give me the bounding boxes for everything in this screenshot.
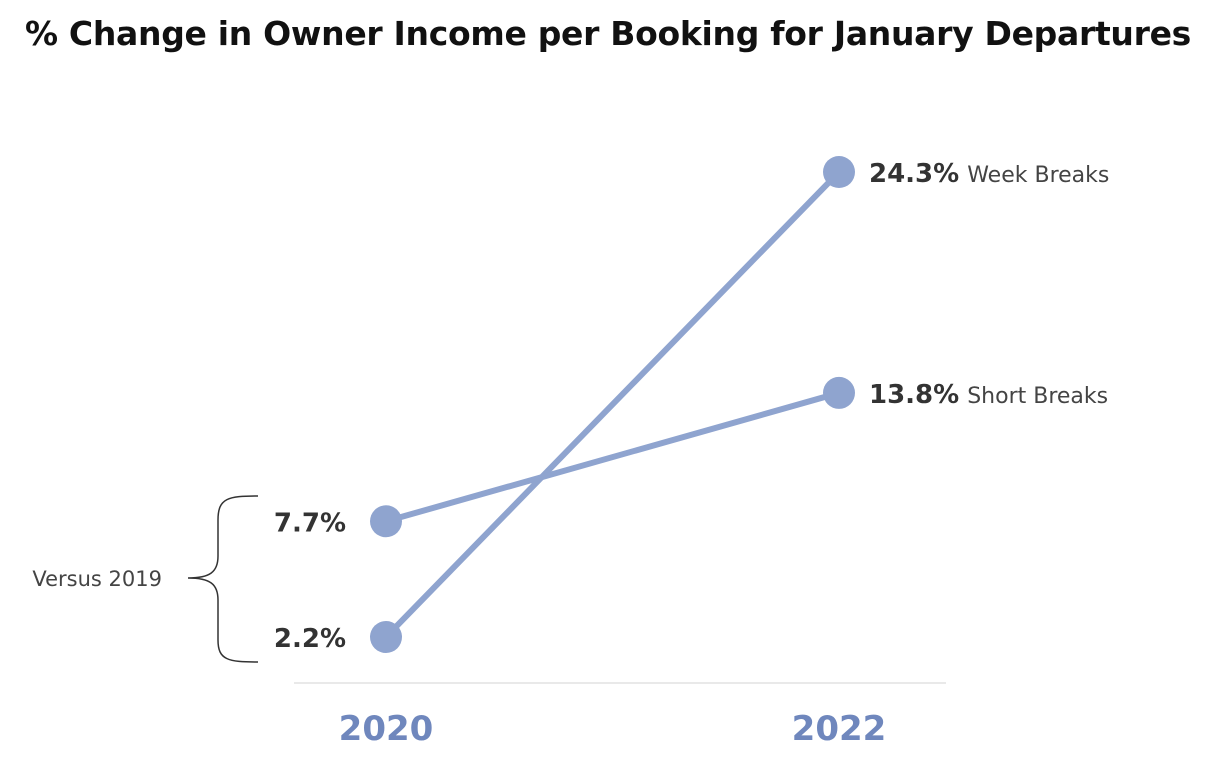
value-label-short-breaks-2022: 13.8% bbox=[869, 380, 959, 410]
data-point-week-breaks-2020 bbox=[370, 621, 402, 653]
value-label-short-breaks-2020: 7.7% bbox=[274, 508, 346, 538]
x-tick-2022: 2022 bbox=[792, 709, 887, 749]
value-label-week-breaks-2022: 24.3% bbox=[869, 159, 959, 189]
series-name-short-breaks: Short Breaks bbox=[967, 384, 1108, 409]
value-label-week-breaks-2020: 2.2% bbox=[274, 624, 346, 654]
end-label-week-breaks: 24.3% Week Breaks bbox=[869, 159, 1109, 189]
series-line-short-breaks bbox=[383, 389, 842, 525]
versus-label: Versus 2019 bbox=[32, 567, 162, 591]
series-line-week-breaks bbox=[383, 169, 842, 640]
end-label-short-breaks: 13.8% Short Breaks bbox=[869, 380, 1108, 410]
data-point-short-breaks-2020 bbox=[370, 505, 402, 538]
chart-title: % Change in Owner Income per Booking for… bbox=[24, 14, 1192, 53]
series-name-week-breaks: Week Breaks bbox=[967, 163, 1109, 188]
versus-brace: Versus 2019 bbox=[32, 495, 259, 663]
data-point-short-breaks-2022 bbox=[823, 376, 855, 409]
x-tick-2020: 2020 bbox=[339, 709, 434, 749]
data-point-week-breaks-2022 bbox=[823, 156, 855, 188]
